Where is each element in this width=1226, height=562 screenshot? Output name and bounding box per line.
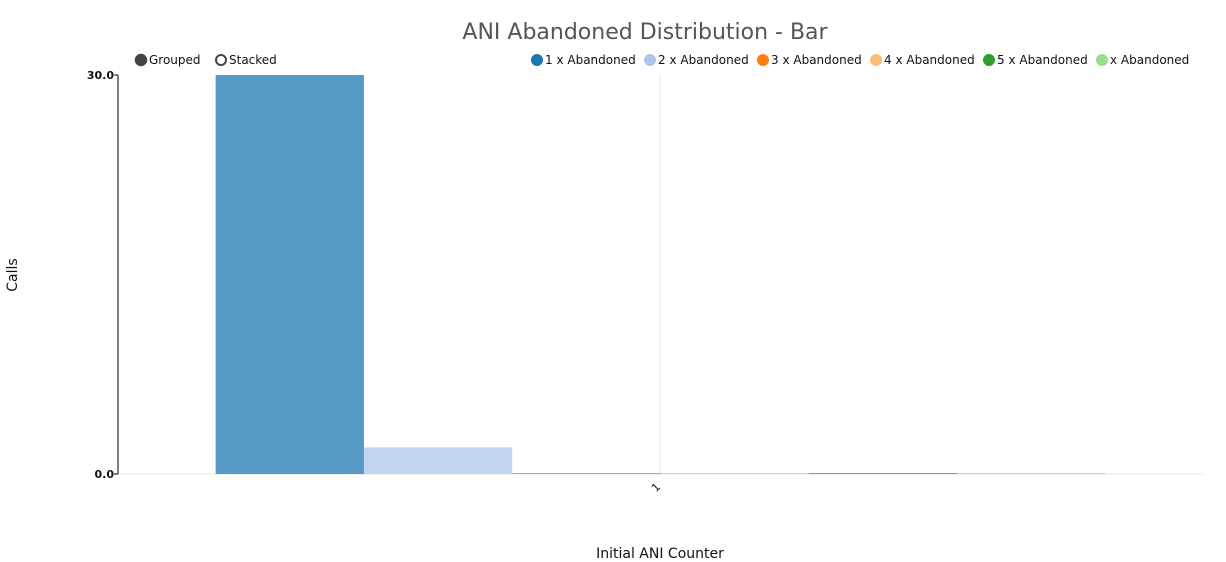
legend-label[interactable]: 3 x Abandoned bbox=[771, 53, 862, 67]
legend-label[interactable]: 1 x Abandoned bbox=[545, 53, 636, 67]
grouped-label[interactable]: Grouped bbox=[149, 53, 201, 67]
legend-swatch-icon[interactable] bbox=[531, 54, 543, 66]
legend-swatch-icon[interactable] bbox=[757, 54, 769, 66]
bar-2[interactable] bbox=[363, 447, 513, 474]
bar-6[interactable] bbox=[957, 473, 1106, 474]
legend-item[interactable]: 2 x Abandoned bbox=[644, 53, 749, 67]
x-axis-ticks: 1 bbox=[649, 480, 663, 494]
y-axis-ticks: 0.0 30.0 bbox=[87, 69, 118, 481]
legend-item[interactable]: x Abandoned bbox=[1096, 53, 1190, 67]
y-tick-label: 30.0 bbox=[87, 69, 114, 82]
stacked-label[interactable]: Stacked bbox=[229, 53, 277, 67]
legend-label[interactable]: 4 x Abandoned bbox=[884, 53, 975, 67]
legend-item[interactable]: 1 x Abandoned bbox=[531, 53, 636, 67]
legend-swatch-icon[interactable] bbox=[983, 54, 995, 66]
legend-item[interactable]: 3 x Abandoned bbox=[757, 53, 862, 67]
grouped-control[interactable]: Grouped bbox=[134, 53, 201, 67]
legend-swatch-icon[interactable] bbox=[1096, 54, 1108, 66]
bar-4[interactable] bbox=[660, 473, 809, 474]
bar-5[interactable] bbox=[808, 473, 958, 474]
bar-1[interactable] bbox=[215, 75, 364, 474]
stacked-control[interactable]: Stacked bbox=[215, 53, 277, 67]
x-axis-label: Initial ANI Counter bbox=[596, 546, 724, 562]
stacked-radio-icon[interactable] bbox=[215, 54, 227, 66]
plot-area bbox=[117, 75, 1203, 475]
legend-item[interactable]: 4 x Abandoned bbox=[870, 53, 975, 67]
legend-item[interactable]: 5 x Abandoned bbox=[983, 53, 1088, 67]
bars bbox=[215, 75, 1106, 474]
legend-label[interactable]: 2 x Abandoned bbox=[658, 53, 749, 67]
y-tick-label: 0.0 bbox=[95, 468, 115, 481]
legend: 1 x Abandoned 2 x Abandoned 3 x Abandoned 4… bbox=[531, 53, 1190, 67]
legend-label[interactable]: x Abandoned bbox=[1110, 53, 1189, 67]
grouped-radio-icon[interactable] bbox=[134, 53, 148, 67]
x-tick-label: 1 bbox=[649, 480, 663, 494]
chart-title: ANI Abandoned Distribution - Bar bbox=[462, 20, 828, 45]
bar-3[interactable] bbox=[512, 473, 661, 474]
y-axis-label: Calls bbox=[5, 258, 21, 291]
legend-label[interactable]: 5 x Abandoned bbox=[997, 53, 1088, 67]
chart-controls: Grouped Stacked bbox=[134, 53, 277, 67]
legend-swatch-icon[interactable] bbox=[644, 54, 656, 66]
legend-swatch-icon[interactable] bbox=[870, 54, 882, 66]
